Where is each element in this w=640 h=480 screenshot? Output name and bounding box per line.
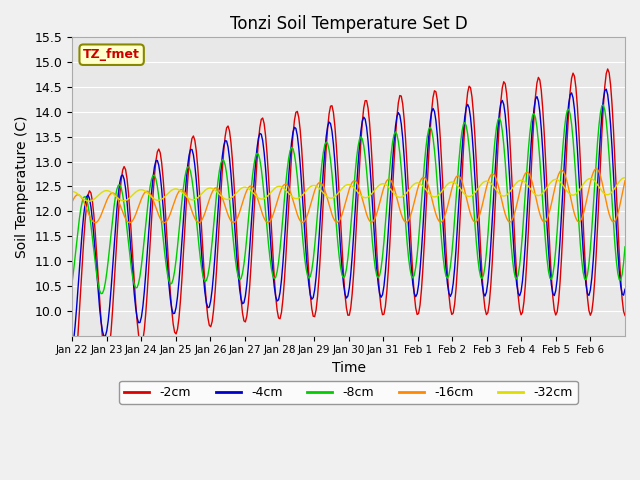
-4cm xyxy=(104,318,112,324)
-8cm xyxy=(464,132,472,137)
Line: -4cm: -4cm xyxy=(72,89,625,351)
-16cm xyxy=(68,199,76,204)
-8cm xyxy=(97,291,105,297)
-8cm xyxy=(620,260,627,266)
-16cm xyxy=(92,220,99,226)
Legend: -2cm, -4cm, -8cm, -16cm, -32cm: -2cm, -4cm, -8cm, -16cm, -32cm xyxy=(120,381,578,404)
-8cm xyxy=(621,244,629,250)
-16cm xyxy=(621,178,629,184)
-32cm xyxy=(86,198,93,204)
-4cm xyxy=(353,185,360,191)
-8cm xyxy=(546,276,554,281)
-8cm xyxy=(68,279,76,285)
-2cm xyxy=(621,312,629,318)
-4cm xyxy=(602,86,610,92)
-8cm xyxy=(600,102,607,108)
Y-axis label: Soil Temperature (C): Soil Temperature (C) xyxy=(15,115,29,258)
-8cm xyxy=(87,222,95,228)
-4cm xyxy=(87,204,95,210)
Line: -2cm: -2cm xyxy=(72,69,625,385)
-2cm xyxy=(87,190,95,196)
-2cm xyxy=(68,383,76,388)
X-axis label: Time: Time xyxy=(332,361,365,375)
-4cm xyxy=(68,348,76,354)
-32cm xyxy=(68,189,76,194)
-32cm xyxy=(106,189,113,194)
Line: -8cm: -8cm xyxy=(72,105,625,294)
-32cm xyxy=(546,180,554,186)
-16cm xyxy=(546,207,554,213)
-32cm xyxy=(354,190,362,195)
-2cm xyxy=(618,296,626,301)
-16cm xyxy=(106,192,113,198)
Line: -32cm: -32cm xyxy=(72,178,625,201)
-4cm xyxy=(621,287,629,292)
-16cm xyxy=(87,216,95,222)
-16cm xyxy=(620,184,627,190)
-2cm xyxy=(462,103,470,109)
-2cm xyxy=(604,66,611,72)
-32cm xyxy=(621,175,629,180)
-2cm xyxy=(104,354,112,360)
-32cm xyxy=(618,176,626,181)
Text: TZ_fmet: TZ_fmet xyxy=(83,48,140,61)
-4cm xyxy=(545,247,552,253)
-16cm xyxy=(592,166,600,171)
Title: Tonzi Soil Temperature Set D: Tonzi Soil Temperature Set D xyxy=(230,15,467,33)
-8cm xyxy=(106,244,113,250)
-32cm xyxy=(464,193,472,199)
-4cm xyxy=(462,105,470,110)
-2cm xyxy=(545,219,552,225)
-8cm xyxy=(354,144,362,150)
-32cm xyxy=(88,197,96,203)
-16cm xyxy=(464,200,472,206)
-16cm xyxy=(354,182,362,188)
-2cm xyxy=(353,219,360,225)
-4cm xyxy=(618,291,626,297)
Line: -16cm: -16cm xyxy=(72,168,625,223)
